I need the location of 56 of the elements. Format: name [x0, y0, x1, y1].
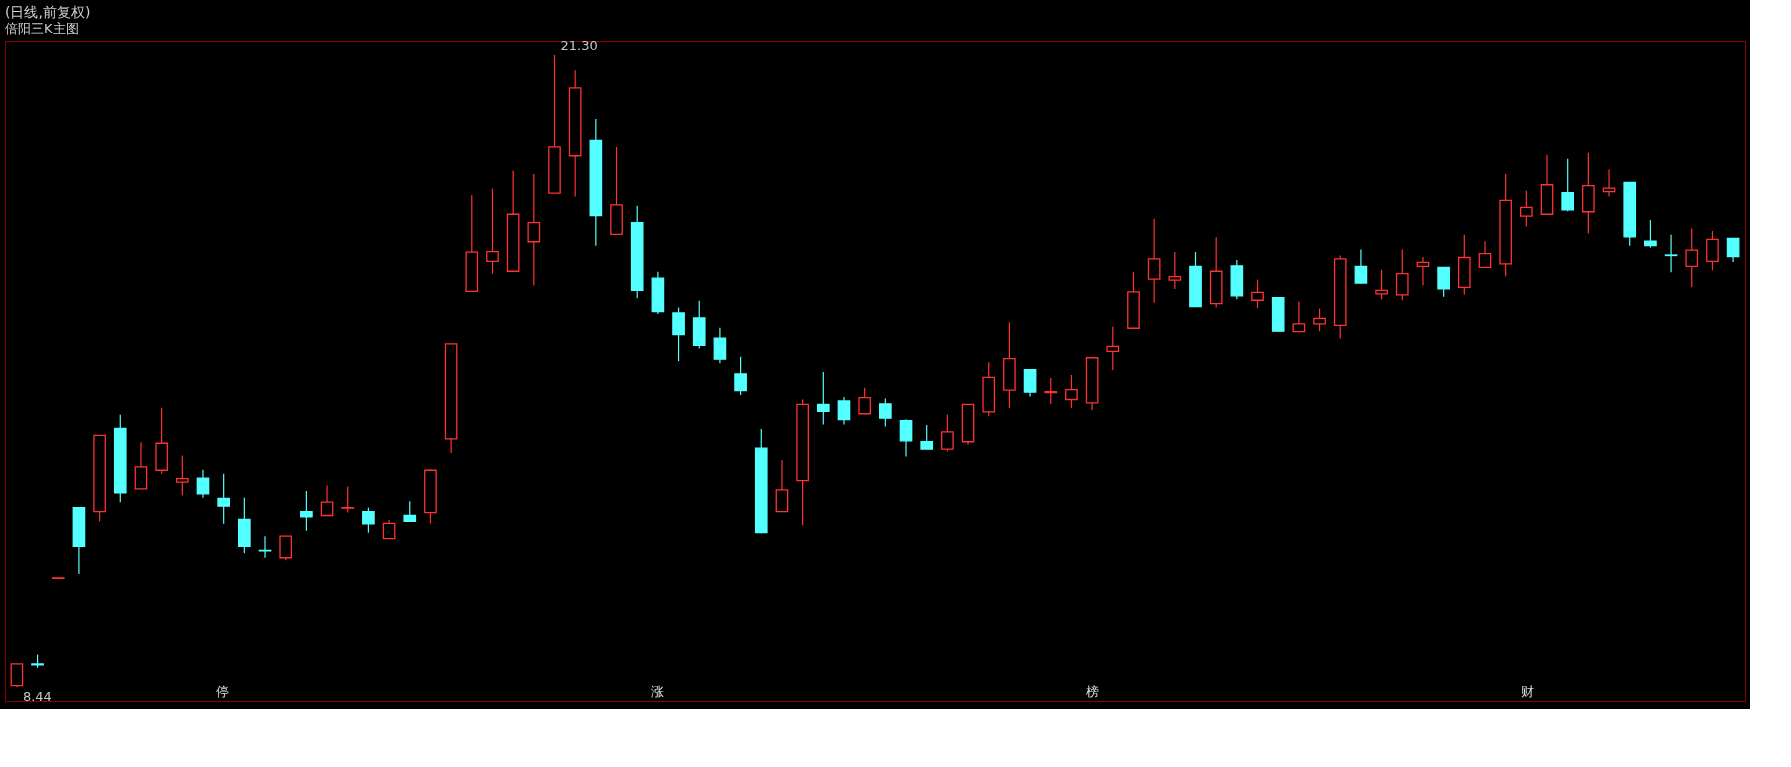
candlestick — [816, 371, 830, 426]
candlestick — [1147, 218, 1161, 304]
candlestick — [1292, 301, 1306, 333]
candlestick — [258, 535, 272, 559]
candlestick — [134, 441, 148, 490]
candlestick — [10, 663, 24, 688]
candlestick — [300, 490, 313, 532]
candlestick — [175, 454, 189, 496]
candlestick — [1168, 251, 1182, 290]
candlestick — [1044, 377, 1058, 405]
candlestick — [775, 459, 789, 513]
candlestick — [879, 397, 892, 428]
annotation: 榜 — [1086, 684, 1099, 699]
chart-title: (日线,前复权) — [5, 4, 91, 20]
candlestick — [341, 485, 355, 514]
candlestick — [1416, 256, 1430, 287]
candlestick — [858, 387, 871, 415]
candlestick — [362, 507, 375, 534]
candlestick — [1726, 237, 1740, 263]
candlestick — [486, 188, 499, 275]
candlestick — [279, 535, 293, 561]
candlestick — [1664, 234, 1678, 273]
candlestick — [1706, 230, 1719, 271]
candlestick — [1478, 240, 1492, 268]
annotation: 停 — [216, 684, 229, 699]
candlestick — [734, 356, 747, 396]
candlestick — [1520, 190, 1533, 228]
candlestick — [713, 327, 727, 364]
text: 8.44 — [22, 689, 52, 704]
candlestick — [1395, 249, 1409, 301]
candlestick — [217, 473, 230, 525]
text: 21.30 — [560, 38, 598, 53]
candlestick — [1251, 278, 1264, 309]
annotation: 财 — [1521, 684, 1534, 699]
candlestick — [1065, 374, 1078, 409]
candlestick — [527, 173, 541, 287]
candlestick — [1375, 269, 1388, 300]
candlestick — [1437, 266, 1450, 298]
annotation: 涨 — [651, 684, 664, 699]
candlestick — [837, 396, 851, 426]
candlestick — [1313, 307, 1326, 332]
candlestick — [672, 307, 685, 362]
candlestick — [382, 519, 396, 540]
candlestick — [1106, 326, 1120, 371]
candlestick — [920, 424, 934, 450]
candlestick — [1354, 249, 1368, 285]
candlestick — [1685, 227, 1699, 288]
chart-subtitle: 倍阳三K主图 — [5, 21, 79, 36]
candlestick — [941, 414, 954, 453]
candlestick — [320, 484, 334, 517]
candlestick — [196, 469, 210, 499]
candlestick — [1023, 368, 1037, 398]
candlestick — [899, 418, 913, 458]
candlestick — [1561, 158, 1575, 212]
candlestick — [403, 500, 417, 523]
candlestick — [1644, 219, 1657, 249]
